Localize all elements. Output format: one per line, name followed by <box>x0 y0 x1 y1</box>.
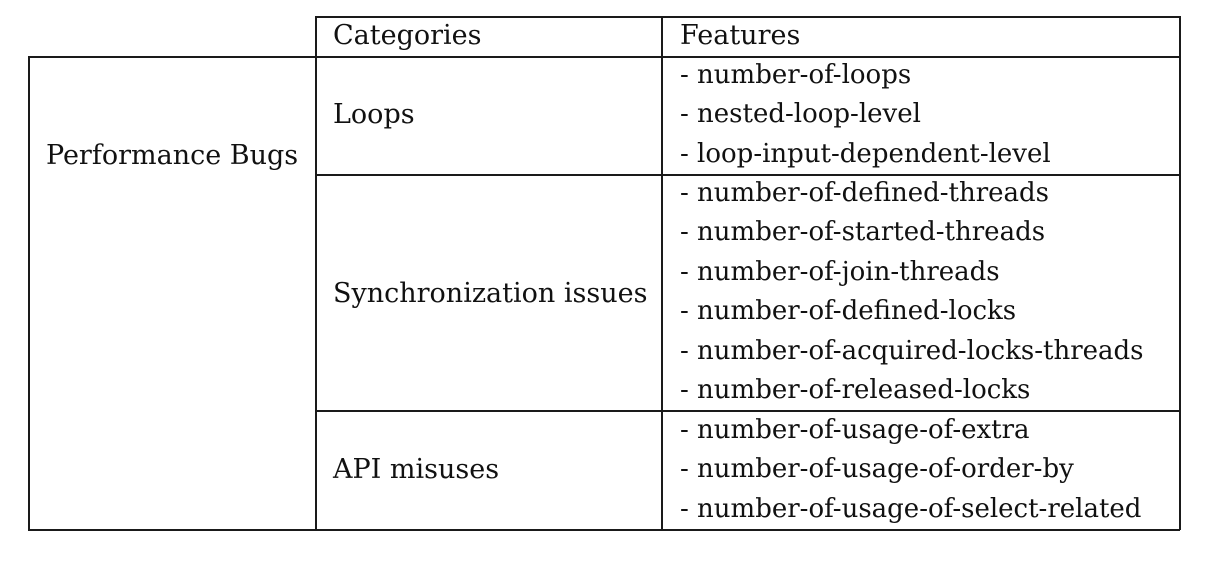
category-api-misuses: API misuses <box>333 454 500 485</box>
table-rule-header <box>28 56 1180 58</box>
table-rule-group-1 <box>315 174 1180 176</box>
feature-list-loops: - number-of-loops - nested-loop-level - … <box>680 56 1051 174</box>
table-rule-col-1 <box>315 16 317 530</box>
list-item: - number-of-released-locks <box>680 375 1031 406</box>
list-item: - nested-loop-level <box>680 99 921 130</box>
list-item: - number-of-defined-threads <box>680 178 1050 208</box>
list-item: - number-of-loops <box>680 60 912 90</box>
table-rule-left <box>28 56 30 530</box>
header-categories: Categories <box>333 20 482 51</box>
list-item: - number-of-defined-locks <box>680 296 1017 327</box>
list-item: - loop-input-dependent-level <box>680 138 1051 169</box>
list-item: - number-of-usage-of-extra <box>680 415 1030 445</box>
list-item: - number-of-acquired-locks-threads <box>680 335 1144 366</box>
row-label-performance-bugs: Performance Bugs <box>46 140 299 171</box>
list-item: - number-of-join-threads <box>680 256 1000 287</box>
list-item: - number-of-started-threads <box>680 217 1046 248</box>
table-rule-top <box>315 16 1180 18</box>
header-features: Features <box>680 20 801 51</box>
category-loops: Loops <box>333 99 415 130</box>
feature-list-synchronization: - number-of-defined-threads - number-of-… <box>680 174 1144 410</box>
table-rule-right <box>1179 16 1181 530</box>
feature-list-api-misuses: - number-of-usage-of-extra - number-of-u… <box>680 411 1141 529</box>
list-item: - number-of-usage-of-order-by <box>680 454 1074 485</box>
table-rule-bottom <box>28 529 1180 531</box>
table-rule-group-2 <box>315 410 1180 412</box>
list-item: - number-of-usage-of-select-related <box>680 493 1142 524</box>
table-rule-col-2 <box>661 16 663 530</box>
category-synchronization-issues: Synchronization issues <box>333 278 648 309</box>
